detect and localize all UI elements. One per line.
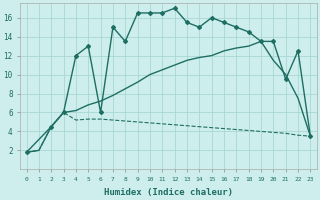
X-axis label: Humidex (Indice chaleur): Humidex (Indice chaleur) (104, 188, 233, 197)
